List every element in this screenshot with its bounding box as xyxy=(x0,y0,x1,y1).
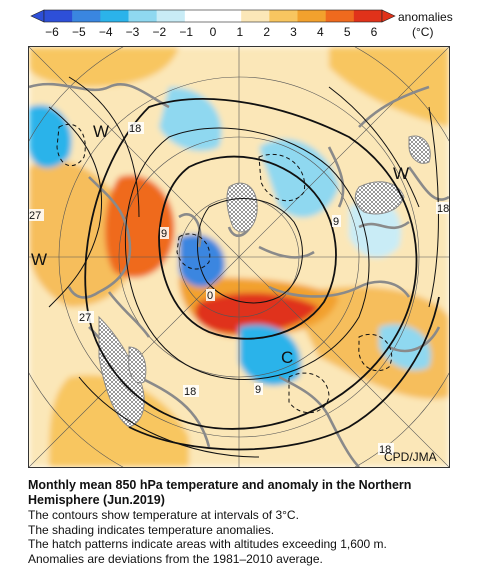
hatch-rockies xyxy=(98,315,145,428)
contour-label: 0 xyxy=(207,290,213,302)
map-credit: CPD/JMA xyxy=(384,450,437,464)
pressure-center-label: W xyxy=(31,250,47,269)
contour-label: 18 xyxy=(437,203,449,215)
colorbar-cell xyxy=(44,10,73,22)
colorbar-tick-label: −4 xyxy=(99,25,113,39)
colorbar-unit-label: anomalies xyxy=(398,10,453,24)
contour-label: 18 xyxy=(129,123,141,135)
colorbar-cell xyxy=(269,10,298,22)
colorbar-tick-label: −6 xyxy=(45,25,59,39)
caption-title-line1: Monthly mean 850 hPa temperature and ano… xyxy=(28,478,412,492)
caption-title-line2: Hemisphere (Jun.2019) xyxy=(28,493,165,507)
hot-anomaly-region xyxy=(104,175,175,278)
warm-anomaly-region xyxy=(49,375,189,467)
pressure-center-label: W xyxy=(93,122,109,141)
colorbar-tick-label: 4 xyxy=(317,25,324,39)
caption-line: The shading indicates temperature anomal… xyxy=(28,522,275,537)
pressure-center-label: W xyxy=(393,164,409,183)
colorbar-tick-label: 3 xyxy=(290,25,297,39)
warm-anomaly-region xyxy=(29,47,179,87)
colorbar-tick-label: 6 xyxy=(371,25,378,39)
contour-label: 18 xyxy=(379,444,391,456)
colorbar-cell xyxy=(353,10,383,22)
map-canvas: W W W C 27 27 18 18 18 18 9 9 9 0 CPD/JMA xyxy=(29,47,449,467)
caption-line: Anomalies are deviations from the 1981–2… xyxy=(28,551,323,566)
figure-caption: Monthly mean 850 hPa temperature and ano… xyxy=(28,478,468,566)
contour-label: 9 xyxy=(161,228,167,240)
colorbar-cell xyxy=(241,10,270,22)
colorbar-arrow-left xyxy=(30,9,45,23)
colorbar-tick-label: −2 xyxy=(152,25,166,39)
caption-line: The contours show temperature at interva… xyxy=(28,508,299,522)
contour-label: 9 xyxy=(255,384,261,396)
colorbar-arrow-right xyxy=(381,9,396,23)
colorbar-cell xyxy=(213,10,242,22)
cold-anomaly-region xyxy=(29,105,72,168)
colorbar-cell xyxy=(297,10,326,22)
colorbar-unit: (°C) xyxy=(412,25,433,39)
colorbar-tick-label: −1 xyxy=(179,25,193,39)
graticule xyxy=(29,47,449,467)
cold-anomaly-region xyxy=(179,234,225,287)
colorbar-cell xyxy=(72,10,101,22)
pressure-center-label: C xyxy=(281,348,293,367)
colorbar-cell xyxy=(156,10,186,22)
hatch-tibet xyxy=(354,181,405,215)
colorbar-tick-label: 2 xyxy=(263,25,270,39)
contour-label: 27 xyxy=(79,312,91,324)
colorbar-tick-label: −5 xyxy=(72,25,86,39)
caption-line: The hatch patterns indicate areas with a… xyxy=(28,537,387,552)
colorbar-cell xyxy=(325,10,355,22)
hatch-greenland xyxy=(226,182,258,233)
contour-label: 18 xyxy=(184,386,196,398)
hot-anomaly-region xyxy=(195,292,319,334)
colorbar-cell xyxy=(100,10,129,22)
colorbar-cell xyxy=(184,10,214,22)
anomaly-colorbar: −6 −5 −4 −3 −2 −1 0 1 2 3 4 5 6 anomalies (°C) xyxy=(30,9,453,39)
hatch-andes xyxy=(128,346,147,384)
contour-label: 27 xyxy=(29,210,41,222)
high-altitude-hatching xyxy=(98,135,431,428)
colorbar-tick-label: 1 xyxy=(236,25,243,39)
map-labels: W W W C 27 27 18 18 18 18 9 9 9 0 xyxy=(29,122,449,456)
warm-anomaly-region xyxy=(329,47,449,127)
polar-map: W W W C 27 27 18 18 18 18 9 9 9 0 CPD/JMA xyxy=(28,46,450,468)
hatch-antarctic-side xyxy=(408,135,431,164)
colorbar-tick-label: 0 xyxy=(210,25,217,39)
contour-label: 9 xyxy=(333,216,339,228)
cold-anomaly-region xyxy=(379,324,431,371)
temperature-contours xyxy=(48,76,440,458)
colorbar-cell xyxy=(128,10,157,22)
colorbar-tick-label: 5 xyxy=(344,25,351,39)
cold-anomaly-region xyxy=(349,199,401,258)
colorbar-tick-label: −3 xyxy=(126,25,140,39)
cold-anomaly-region xyxy=(239,324,301,386)
